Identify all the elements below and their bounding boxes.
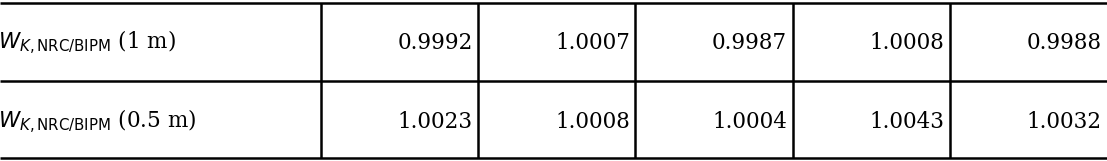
- Text: 0.9988: 0.9988: [1026, 32, 1101, 54]
- Text: $W_{K,\mathrm{NRC/BIPM}}$ (0.5 m): $W_{K,\mathrm{NRC/BIPM}}$ (0.5 m): [0, 107, 196, 136]
- Text: 0.9987: 0.9987: [712, 32, 787, 54]
- Text: 1.0023: 1.0023: [397, 111, 473, 133]
- Text: 0.9992: 0.9992: [397, 32, 473, 54]
- Text: 1.0004: 1.0004: [712, 111, 787, 133]
- Text: $W_{K,\mathrm{NRC/BIPM}}$ (1 m): $W_{K,\mathrm{NRC/BIPM}}$ (1 m): [0, 28, 176, 57]
- Text: 1.0032: 1.0032: [1026, 111, 1101, 133]
- Text: 1.0043: 1.0043: [869, 111, 944, 133]
- Text: 1.0007: 1.0007: [555, 32, 630, 54]
- Text: 1.0008: 1.0008: [869, 32, 944, 54]
- Text: 1.0008: 1.0008: [555, 111, 630, 133]
